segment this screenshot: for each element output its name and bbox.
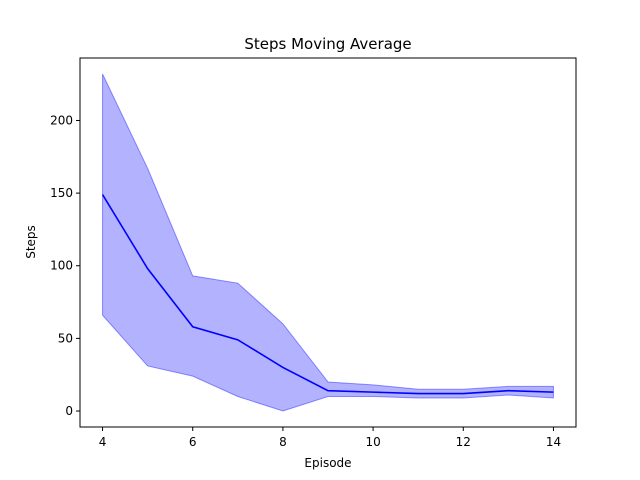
y-tick-label: 200	[50, 113, 73, 127]
mean-line	[101, 194, 554, 395]
plot-frame	[79, 57, 577, 428]
x-tick-label: 14	[546, 435, 561, 449]
x-tick-label: 12	[456, 435, 471, 449]
y-axis-label: Steps	[24, 225, 38, 259]
y-axis: 0 50 100 150 200	[50, 113, 80, 418]
chart-title: Steps Moving Average	[244, 35, 411, 53]
y-tick-label: 150	[50, 186, 73, 200]
plot-area	[101, 73, 554, 412]
y-tick-label: 0	[65, 404, 73, 418]
y-tick-label: 50	[58, 331, 73, 345]
x-tick-label: 4	[99, 435, 107, 449]
confidence-band	[102, 73, 554, 412]
x-tick-label: 10	[365, 435, 380, 449]
x-axis-label: Episode	[304, 456, 351, 470]
x-tick-label: 8	[279, 435, 287, 449]
y-tick-label: 100	[50, 259, 73, 273]
x-axis: 4 6 8 10 12 14	[99, 427, 561, 449]
x-tick-label: 6	[189, 435, 197, 449]
